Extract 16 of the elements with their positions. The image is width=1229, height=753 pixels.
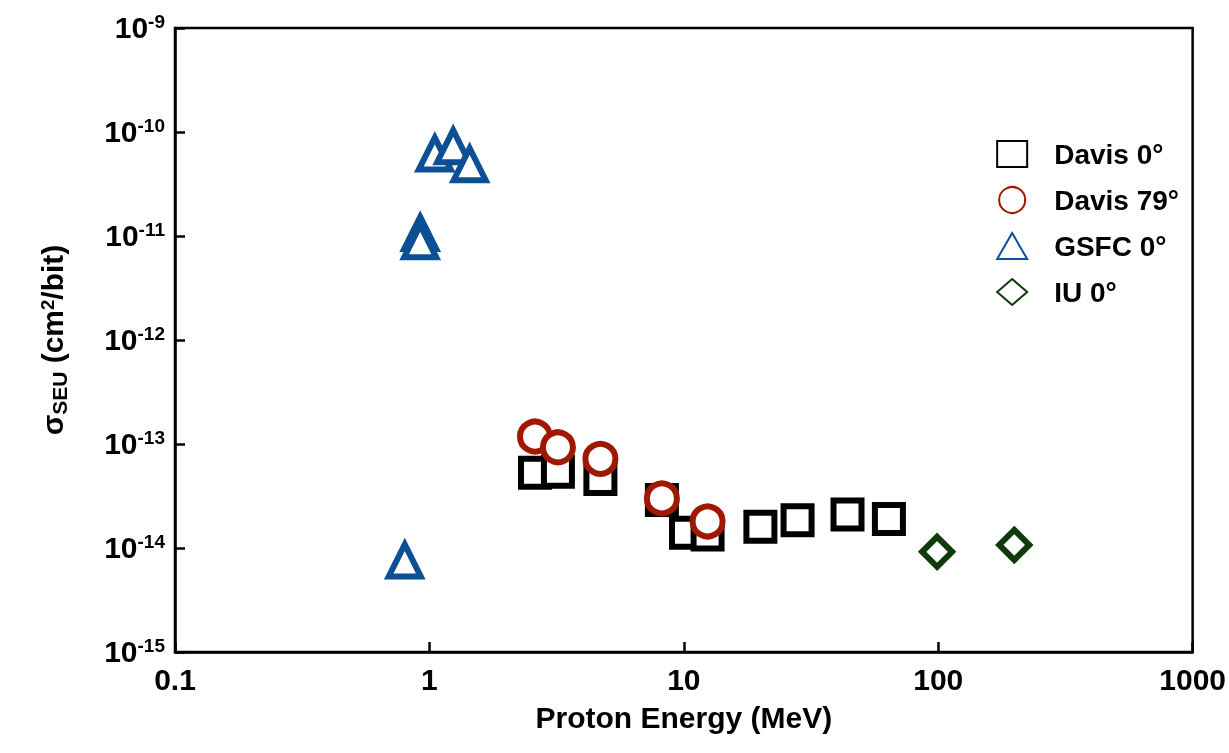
x-tick-label: 1 [421,662,438,696]
y-tick-label: 10$^{-10}$ [104,114,165,150]
legend-label: IU 0° [1054,276,1117,308]
legend-label: Davis 0° [1054,138,1164,170]
y-tick-label: 10$^{-9}$ [114,10,165,46]
x-tick-label: 1000 [1159,662,1227,696]
y-axis-title: σSEU (cm2/bit) [36,244,71,436]
y-tick-label: 10$^{-11}$ [105,218,165,254]
y-tick-label: 10$^{-12}$ [104,322,165,358]
legend-label: GSFC 0° [1054,230,1167,262]
x-axis-title: Proton Energy (MeV) [535,700,833,734]
legend-label: Davis 79° [1054,184,1180,216]
y-tick-label: 10$^{-13}$ [104,426,165,462]
x-tick-label: 100 [913,662,964,696]
x-tick-label: 10 [667,662,701,696]
y-tick-label: 10$^{-14}$ [104,530,165,566]
